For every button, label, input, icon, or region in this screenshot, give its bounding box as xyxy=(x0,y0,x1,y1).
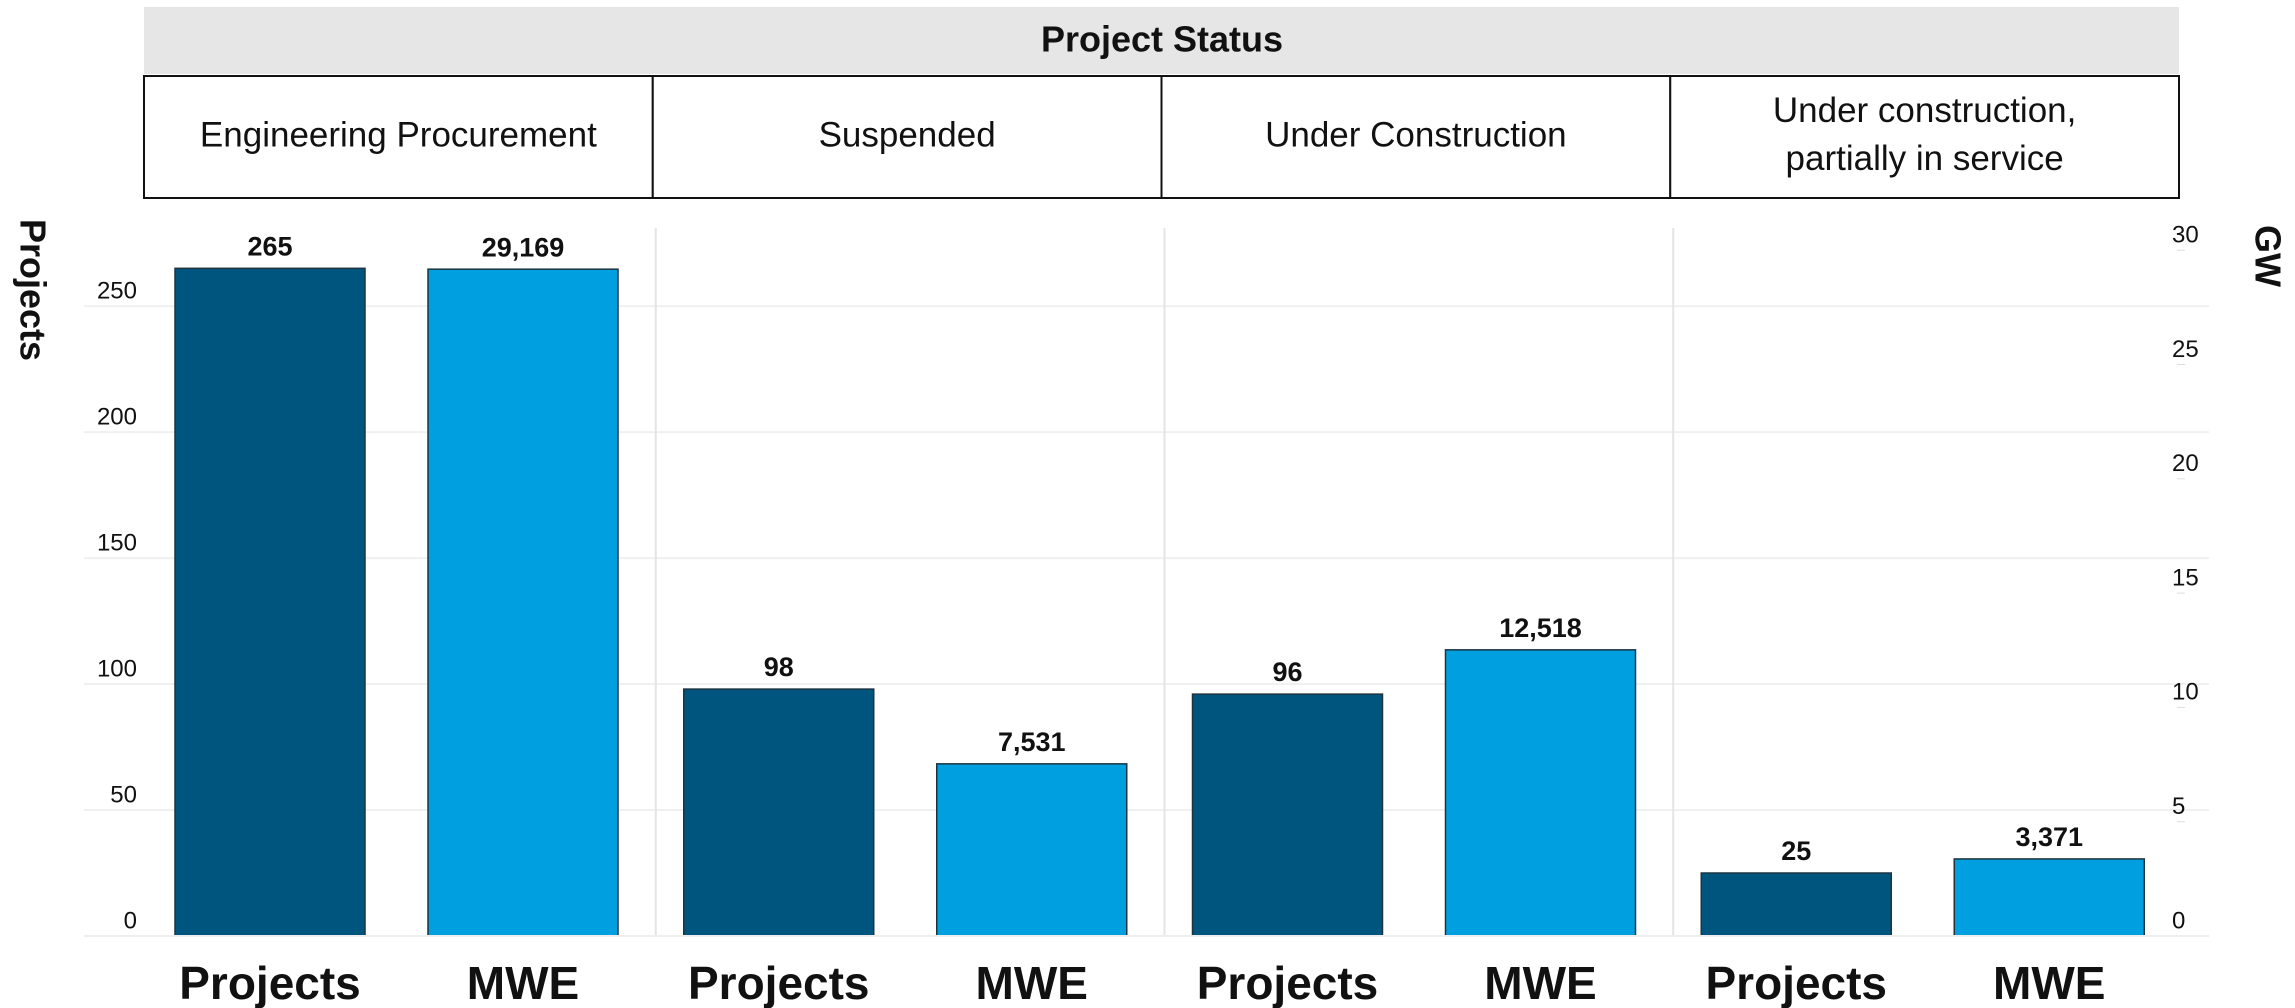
chart-title: Project Status xyxy=(1041,19,1283,60)
bar xyxy=(683,688,875,937)
x-tick-label: MWE xyxy=(467,957,579,1008)
x-tick-label: MWE xyxy=(1484,957,1596,1008)
header-band xyxy=(144,7,2179,74)
y-axis-title: Projects xyxy=(12,219,53,361)
panel-header xyxy=(143,75,654,199)
y2-tick-label: 10 xyxy=(2172,679,2199,706)
y-tick-label: 250 xyxy=(97,277,137,304)
y2-axis-title: GW xyxy=(2247,225,2288,287)
y2-tick-label: 25 xyxy=(2172,336,2199,363)
x-tick-label: Projects xyxy=(179,957,361,1008)
y-tick-label: 200 xyxy=(97,403,137,430)
panel-label: Engineering Procurement xyxy=(200,115,597,154)
bar xyxy=(427,268,619,937)
y-tick-label: 50 xyxy=(110,781,137,808)
y2-tick-label: 5 xyxy=(2172,793,2185,820)
bar xyxy=(1191,693,1384,937)
bar xyxy=(1444,649,1637,937)
x-tick-label: Projects xyxy=(1197,957,1379,1008)
y-tick-label: 150 xyxy=(97,529,137,556)
bar xyxy=(1700,872,1892,937)
bar xyxy=(174,267,366,937)
x-tick-label: MWE xyxy=(1993,957,2105,1008)
value-label: 98 xyxy=(764,652,794,682)
panel-header xyxy=(651,75,1163,199)
value-label: 7,531 xyxy=(998,727,1066,757)
bar xyxy=(1953,858,2145,937)
y2-tick-label: 15 xyxy=(2172,564,2199,591)
y-tick-label: 0 xyxy=(124,907,137,934)
x-tick-label: MWE xyxy=(976,957,1088,1008)
x-tick-label: Projects xyxy=(688,957,870,1008)
panel-label: Suspended xyxy=(819,115,996,154)
bar xyxy=(936,763,1128,937)
value-label: 96 xyxy=(1272,657,1302,687)
y2-tick-label: 0 xyxy=(2172,907,2185,934)
value-label: 265 xyxy=(247,231,292,261)
value-label: 29,169 xyxy=(482,232,565,262)
y-tick-label: 100 xyxy=(97,655,137,682)
value-label: 12,518 xyxy=(1499,613,1582,643)
panel-label: Under construction, partially in service xyxy=(1773,91,2076,178)
y2-tick-label: 20 xyxy=(2172,450,2199,477)
x-tick-label: Projects xyxy=(1705,957,1887,1008)
panel-label: Under Construction xyxy=(1265,115,1567,154)
value-label: 25 xyxy=(1781,836,1811,866)
panel-header xyxy=(1669,75,2180,199)
value-label: 3,371 xyxy=(2015,822,2083,852)
y2-tick-label: 30 xyxy=(2172,222,2199,249)
panel-header xyxy=(1160,75,1672,199)
